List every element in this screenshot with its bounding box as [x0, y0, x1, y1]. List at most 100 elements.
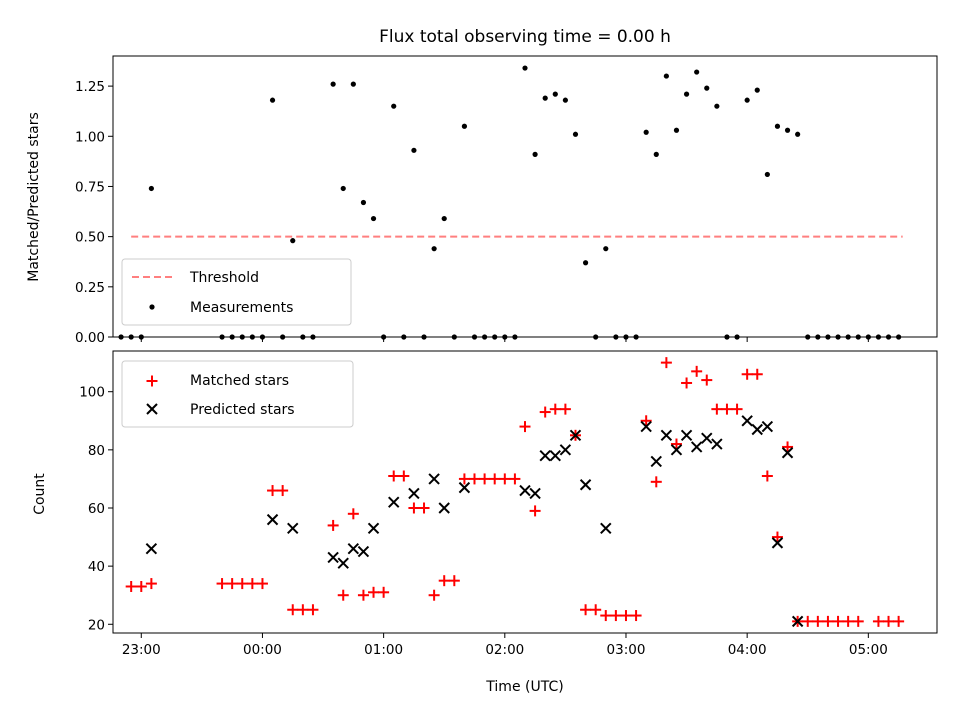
matched-star-point — [448, 575, 460, 587]
measurement-point — [148, 185, 154, 192]
matched-star-point — [236, 578, 248, 590]
matched-star-point — [691, 365, 703, 377]
predicted-star-point — [711, 438, 723, 450]
predicted-star-point — [327, 551, 339, 564]
matched-star-point — [630, 610, 642, 622]
measurement-point — [704, 85, 710, 91]
predicted-star-point — [680, 429, 693, 442]
matched-star-point — [529, 505, 541, 517]
predicted-star-point — [690, 441, 703, 453]
matched-star-point — [812, 615, 824, 627]
matched-star-point — [590, 604, 602, 616]
measurement-point — [673, 127, 680, 133]
top-y-ticks: 0.00 0.25 0.50 0.75 1.00 1.25 — [75, 79, 113, 346]
predicted-star-point — [347, 542, 360, 555]
measurement-point — [391, 103, 397, 109]
matched-star-point — [852, 615, 864, 627]
measurement-point — [522, 65, 528, 71]
measurement-point — [744, 97, 750, 103]
measurement-point — [542, 95, 548, 101]
measurement-point — [694, 69, 700, 75]
matched-star-point — [751, 368, 763, 380]
matched-star-point — [408, 502, 420, 514]
matched-star-point — [499, 473, 511, 485]
bottom-ytick-label: 80 — [88, 443, 105, 459]
matched-star-point — [539, 406, 551, 418]
matched-star-point — [125, 580, 137, 592]
matched-star-point — [256, 578, 268, 590]
matched-star-point — [489, 473, 501, 485]
top-ytick-label: 0.50 — [75, 230, 105, 246]
top-ytick-label: 0.00 — [75, 330, 105, 346]
bottom-ytick-label: 20 — [88, 617, 105, 633]
top-y-axis-label: Matched/Predicted stars — [26, 112, 42, 282]
matched-star-point — [822, 615, 834, 627]
bottom-x-axis-label: Time (UTC) — [485, 679, 563, 695]
predicted-star-point — [529, 487, 541, 500]
matched-star-point — [347, 508, 359, 520]
matched-star-point — [721, 403, 733, 415]
measurement-point — [714, 103, 720, 109]
measurement-point — [269, 97, 276, 103]
matched-star-point — [469, 473, 481, 485]
measurement-point — [360, 199, 367, 206]
bottom-ytick-label: 40 — [88, 559, 105, 575]
bottom-x-ticks: 23:00 00:00 01:00 02:00 03:00 04:00 05:00 — [122, 633, 888, 658]
predicted-star-point — [569, 429, 582, 442]
top-axes-frame — [112, 55, 938, 338]
measurement-point — [774, 123, 781, 129]
measurement-point — [350, 81, 356, 87]
bottom-axes-frame — [112, 350, 938, 634]
matched-star-point — [893, 615, 905, 627]
predicted-star-point — [751, 423, 763, 436]
matched-star-point — [438, 575, 450, 587]
matched-star-point — [620, 610, 632, 622]
bottom-plot-area — [125, 357, 905, 628]
top-ytick-label: 0.25 — [75, 280, 105, 296]
matched-star-point — [388, 470, 400, 482]
matched-star-point — [670, 438, 682, 450]
measurement-point — [795, 131, 801, 137]
matched-star-point — [640, 415, 652, 427]
measurement-point — [603, 246, 609, 252]
measurement-point — [290, 238, 296, 244]
matched-star-point — [287, 604, 299, 616]
matched-star-point — [741, 368, 753, 380]
measurement-point — [532, 151, 538, 157]
bottom-legend-box — [121, 360, 354, 428]
matched-star-point — [610, 610, 622, 622]
predicted-star-point — [145, 542, 158, 555]
matched-star-point — [761, 470, 773, 482]
measurement-point — [653, 151, 659, 157]
top-legend-box — [121, 258, 352, 326]
measurement-point — [552, 91, 558, 97]
top-panel-title: Flux total observing time = 0.00 h — [379, 27, 671, 47]
bottom-xtick-label: 04:00 — [728, 642, 767, 658]
predicted-star-point — [408, 487, 420, 500]
matched-star-point — [802, 615, 814, 627]
matched-star-point — [731, 403, 743, 415]
matched-star-point — [418, 502, 430, 514]
matched-star-point — [519, 421, 531, 433]
bottom-ytick-label: 100 — [79, 385, 105, 401]
legend-matched-label: Matched stars — [190, 373, 289, 389]
predicted-star-point — [640, 420, 652, 433]
bottom-legend: Matched stars Predicted stars — [121, 360, 354, 428]
measurement-point — [431, 246, 437, 252]
measurement-point — [441, 215, 447, 222]
matched-star-point — [872, 615, 884, 627]
predicted-star-point — [650, 455, 662, 468]
predicted-star-point — [266, 513, 279, 526]
predicted-star-point — [539, 449, 551, 462]
top-ytick-label: 0.75 — [75, 179, 105, 195]
predicted-star-point — [458, 481, 471, 494]
predicted-star-point — [438, 502, 450, 514]
matched-star-point — [711, 403, 723, 415]
matched-star-point — [479, 473, 491, 485]
predicted-star-point — [337, 557, 349, 569]
bottom-xtick-label: 01:00 — [364, 642, 403, 658]
matched-star-point — [246, 578, 258, 590]
predicted-star-point — [388, 496, 400, 508]
matched-star-point — [428, 589, 440, 601]
